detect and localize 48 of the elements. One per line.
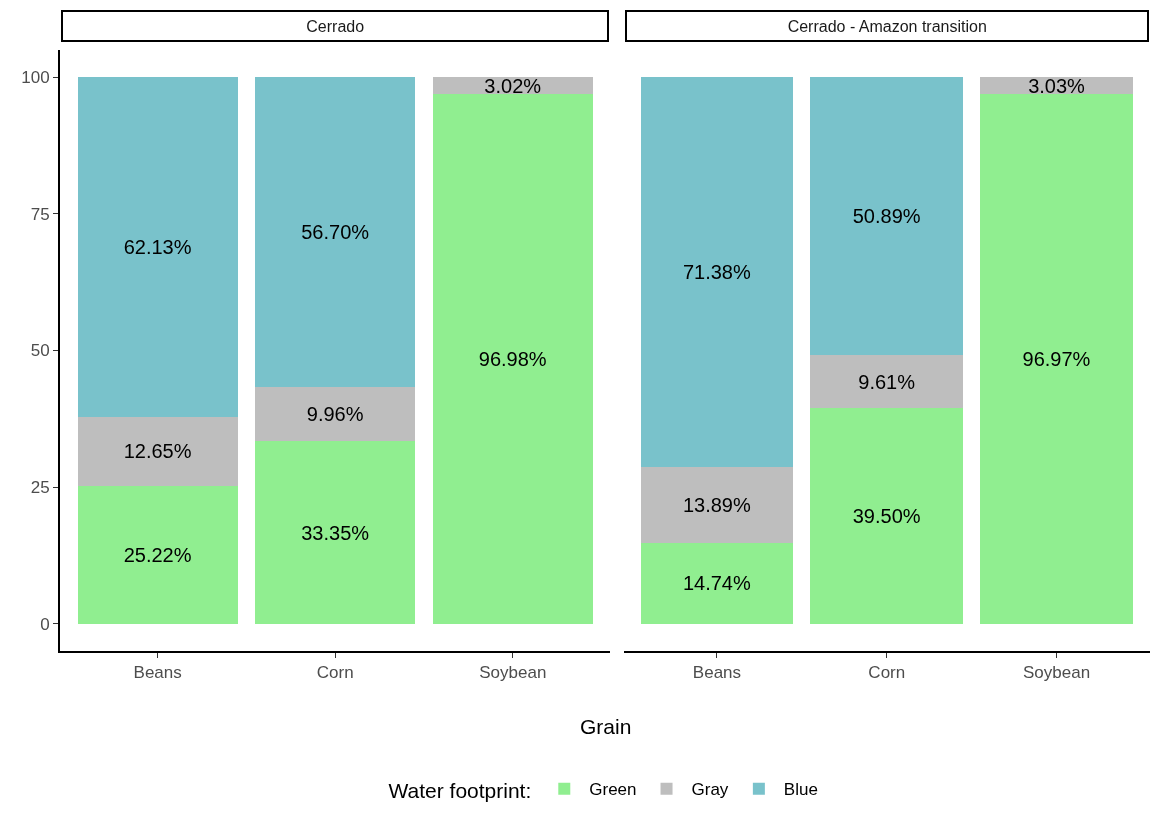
bar <box>640 543 794 624</box>
x-tick-label: Soybean <box>1023 663 1091 683</box>
x-tick-label: Corn <box>868 663 906 683</box>
data-label: 39.50% <box>852 504 921 527</box>
legend-title: Water footprint: <box>388 779 532 803</box>
x-tick-label: Soybean <box>479 663 547 683</box>
data-label: 25.22% <box>123 543 192 566</box>
y-tick-label: 50 <box>30 341 50 361</box>
data-label: 12.65% <box>123 440 192 463</box>
y-tick-label: 75 <box>30 204 50 224</box>
bar <box>640 467 794 544</box>
x-tick-label: Beans <box>133 663 182 683</box>
data-label: 14.74% <box>682 572 751 595</box>
bar <box>810 77 964 356</box>
bar <box>432 93 593 624</box>
data-label: 56.70% <box>301 221 370 244</box>
data-label: 96.98% <box>478 347 547 370</box>
data-label: 3.03% <box>1028 74 1086 97</box>
data-label: 3.02% <box>484 74 542 97</box>
bar <box>255 387 416 442</box>
y-tick-label: 0 <box>40 614 50 634</box>
bar <box>980 93 1134 624</box>
data-label: 96.97% <box>1022 347 1091 370</box>
data-label: 62.13% <box>123 236 192 259</box>
data-label: 71.38% <box>682 261 751 284</box>
x-tick-label: Beans <box>692 663 742 683</box>
x-tick-label: Corn <box>316 663 354 683</box>
legend-label: Gray <box>691 780 729 800</box>
chart-title: Cerrado <box>306 17 365 35</box>
bar <box>640 77 794 468</box>
data-label: 13.89% <box>682 494 751 517</box>
data-label: 9.61% <box>858 370 916 393</box>
x-axis-title: Grain <box>580 715 632 738</box>
data-label: 50.89% <box>852 205 921 228</box>
data-label: 9.96% <box>306 403 364 426</box>
y-tick-label: 25 <box>30 478 50 498</box>
bar <box>810 355 964 408</box>
bar <box>77 416 238 486</box>
chart-title: Cerrado - Amazon transition <box>787 17 987 35</box>
bar <box>810 407 964 624</box>
bar <box>255 77 416 388</box>
y-tick-label: 100 <box>21 68 50 88</box>
legend-label: Green <box>589 780 637 800</box>
legend-label: Blue <box>783 780 818 800</box>
bar <box>77 77 238 417</box>
bar <box>255 441 416 624</box>
data-label: 33.35% <box>301 521 370 544</box>
bar <box>77 485 238 624</box>
